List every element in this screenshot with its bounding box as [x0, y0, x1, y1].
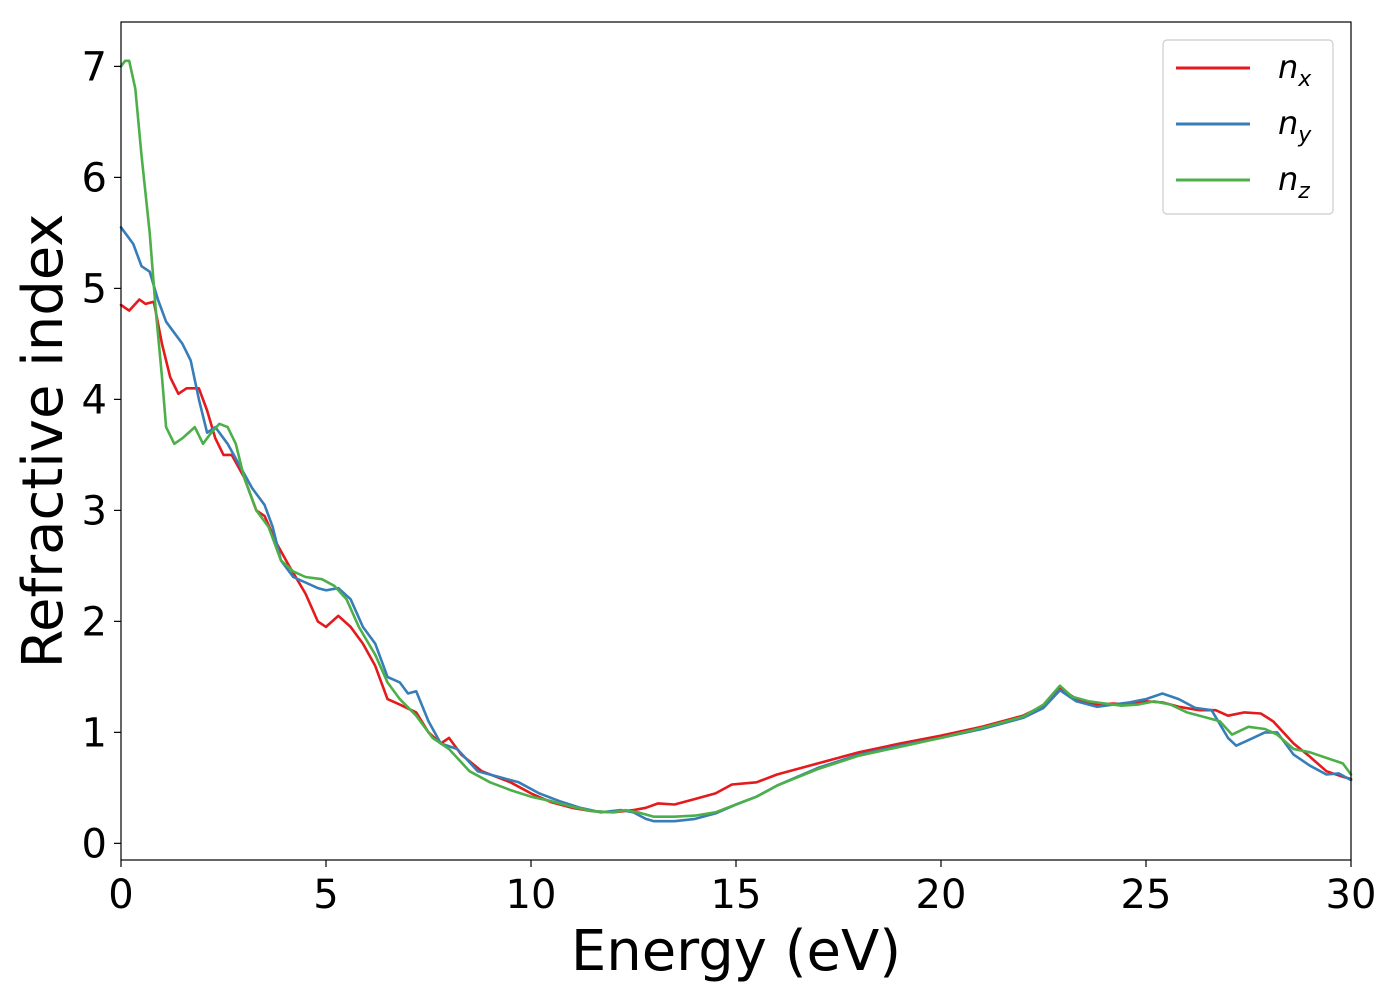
y-tick-label: 7 — [82, 44, 107, 90]
x-tick-label: 20 — [916, 872, 967, 918]
x-tick-label: 5 — [313, 872, 338, 918]
x-axis-label: Energy (eV) — [571, 919, 901, 984]
y-tick-label: 3 — [82, 488, 107, 534]
plot-area — [119, 59, 1353, 823]
x-tick-label: 25 — [1121, 872, 1172, 918]
y-tick-label: 2 — [82, 599, 107, 645]
x-tick-label: 30 — [1326, 872, 1377, 918]
y-tick-label: 6 — [82, 155, 107, 201]
axis-ticks: 0 5 10 15 20 25 30 0 1 2 3 4 5 6 7 — [82, 44, 1377, 918]
x-tick-label: 0 — [108, 872, 133, 918]
y-axis-label: Refractive index — [11, 214, 76, 669]
y-tick-label: 0 — [82, 821, 107, 867]
series-line-z — [119, 59, 1353, 818]
legend-frame — [1162, 39, 1334, 215]
y-tick-label: 1 — [82, 710, 107, 756]
x-tick-label: 15 — [711, 872, 762, 918]
y-tick-label: 5 — [82, 266, 107, 312]
legend-label-subscript: y — [1297, 123, 1312, 148]
legend-label-subscript: x — [1297, 67, 1312, 92]
legend-label-subscript: z — [1297, 179, 1310, 204]
y-tick-label: 4 — [82, 377, 107, 423]
x-tick-label: 10 — [506, 872, 557, 918]
